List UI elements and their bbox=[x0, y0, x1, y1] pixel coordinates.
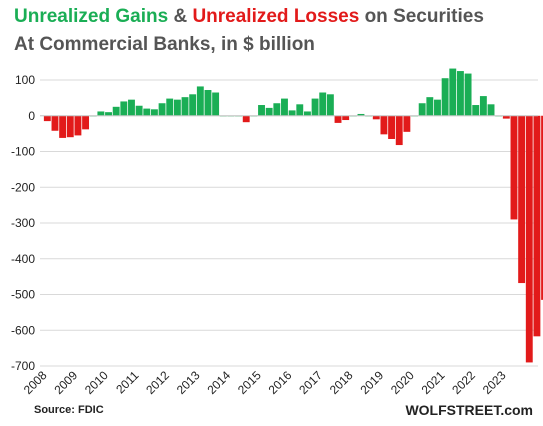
bar bbox=[479, 96, 487, 116]
bar bbox=[196, 86, 204, 116]
y-tick-label: -500 bbox=[11, 288, 35, 302]
bar bbox=[296, 104, 304, 116]
bar bbox=[319, 92, 327, 116]
bar bbox=[74, 115, 82, 136]
bar bbox=[372, 115, 380, 120]
y-tick-label: -100 bbox=[11, 145, 35, 159]
bar bbox=[204, 90, 212, 116]
bar bbox=[487, 104, 495, 116]
bar bbox=[166, 98, 174, 116]
bar bbox=[242, 115, 250, 123]
bar bbox=[150, 109, 158, 116]
bar bbox=[82, 115, 90, 130]
bar bbox=[472, 105, 480, 116]
y-tick-label: 100 bbox=[15, 73, 35, 87]
title-losses: Unrealized Losses bbox=[192, 6, 360, 27]
bar bbox=[281, 98, 288, 116]
bar bbox=[97, 111, 105, 116]
x-tick-label: 2016 bbox=[266, 368, 295, 397]
bar bbox=[120, 101, 128, 116]
bar bbox=[510, 115, 518, 220]
y-tick-label: -700 bbox=[11, 359, 35, 373]
x-tick-label: 2013 bbox=[174, 368, 203, 397]
y-tick-label: -200 bbox=[11, 180, 35, 194]
x-tick-label: 2021 bbox=[419, 368, 448, 397]
bar bbox=[541, 115, 543, 300]
bar bbox=[273, 103, 281, 116]
bar bbox=[258, 105, 265, 116]
bar bbox=[288, 110, 296, 116]
bar bbox=[434, 99, 441, 116]
x-tick-label: 2017 bbox=[296, 368, 325, 397]
y-tick-label: 0 bbox=[28, 109, 35, 123]
source-label: Source: FDIC bbox=[34, 404, 104, 416]
bar bbox=[525, 115, 533, 363]
bar bbox=[357, 113, 365, 116]
bar bbox=[135, 105, 143, 116]
bar bbox=[173, 99, 181, 116]
bar bbox=[265, 107, 273, 116]
bar bbox=[311, 98, 319, 116]
x-tick-label: 2018 bbox=[327, 368, 356, 397]
x-tick-label: 2014 bbox=[204, 368, 233, 397]
x-tick-label: 2009 bbox=[51, 368, 80, 397]
y-tick-label: -600 bbox=[11, 323, 35, 337]
y-tick-label: -300 bbox=[11, 216, 35, 230]
bar bbox=[388, 115, 396, 139]
bar bbox=[128, 99, 135, 116]
x-tick-label: 2022 bbox=[449, 368, 478, 397]
bar bbox=[189, 94, 197, 116]
bar bbox=[181, 97, 189, 116]
chart-title-line1: Unrealized Gains & Unrealized Losses on … bbox=[14, 6, 484, 28]
bar bbox=[426, 97, 434, 116]
x-tick-label: 2011 bbox=[113, 368, 141, 396]
bar bbox=[326, 94, 334, 116]
bar bbox=[456, 71, 464, 116]
bar bbox=[533, 115, 541, 337]
y-tick-label: -400 bbox=[11, 252, 35, 266]
brand-label: WOLFSTREET.com bbox=[405, 402, 533, 418]
bar bbox=[518, 115, 526, 284]
x-tick-label: 2020 bbox=[388, 368, 417, 397]
bar bbox=[303, 111, 311, 116]
bar bbox=[112, 106, 120, 116]
title-suffix: on Securities bbox=[359, 6, 484, 27]
bar bbox=[105, 112, 112, 116]
chart-title-line2: At Commercial Banks, in $ billion bbox=[14, 34, 315, 55]
bar bbox=[342, 115, 350, 121]
bar bbox=[441, 78, 449, 116]
bar bbox=[334, 115, 342, 123]
bar bbox=[449, 68, 457, 116]
bar bbox=[502, 115, 510, 119]
x-tick-label: 2019 bbox=[357, 368, 386, 397]
x-tick-label: 2012 bbox=[143, 368, 172, 397]
bar bbox=[403, 115, 411, 132]
bar bbox=[464, 73, 472, 116]
bar bbox=[143, 108, 151, 116]
bar bbox=[43, 115, 51, 122]
bar bbox=[380, 115, 388, 135]
bar bbox=[158, 103, 166, 116]
bar bbox=[418, 103, 426, 116]
x-tick-label: 2023 bbox=[480, 368, 509, 397]
title-gains: Unrealized Gains bbox=[14, 6, 169, 27]
bar bbox=[51, 115, 59, 131]
x-tick-label: 2015 bbox=[235, 368, 264, 397]
title-ampersand: & bbox=[168, 6, 193, 27]
x-tick-label: 2010 bbox=[82, 368, 111, 397]
bar bbox=[59, 115, 67, 138]
bar bbox=[212, 92, 220, 116]
bar bbox=[66, 115, 74, 138]
bar bbox=[395, 115, 403, 146]
